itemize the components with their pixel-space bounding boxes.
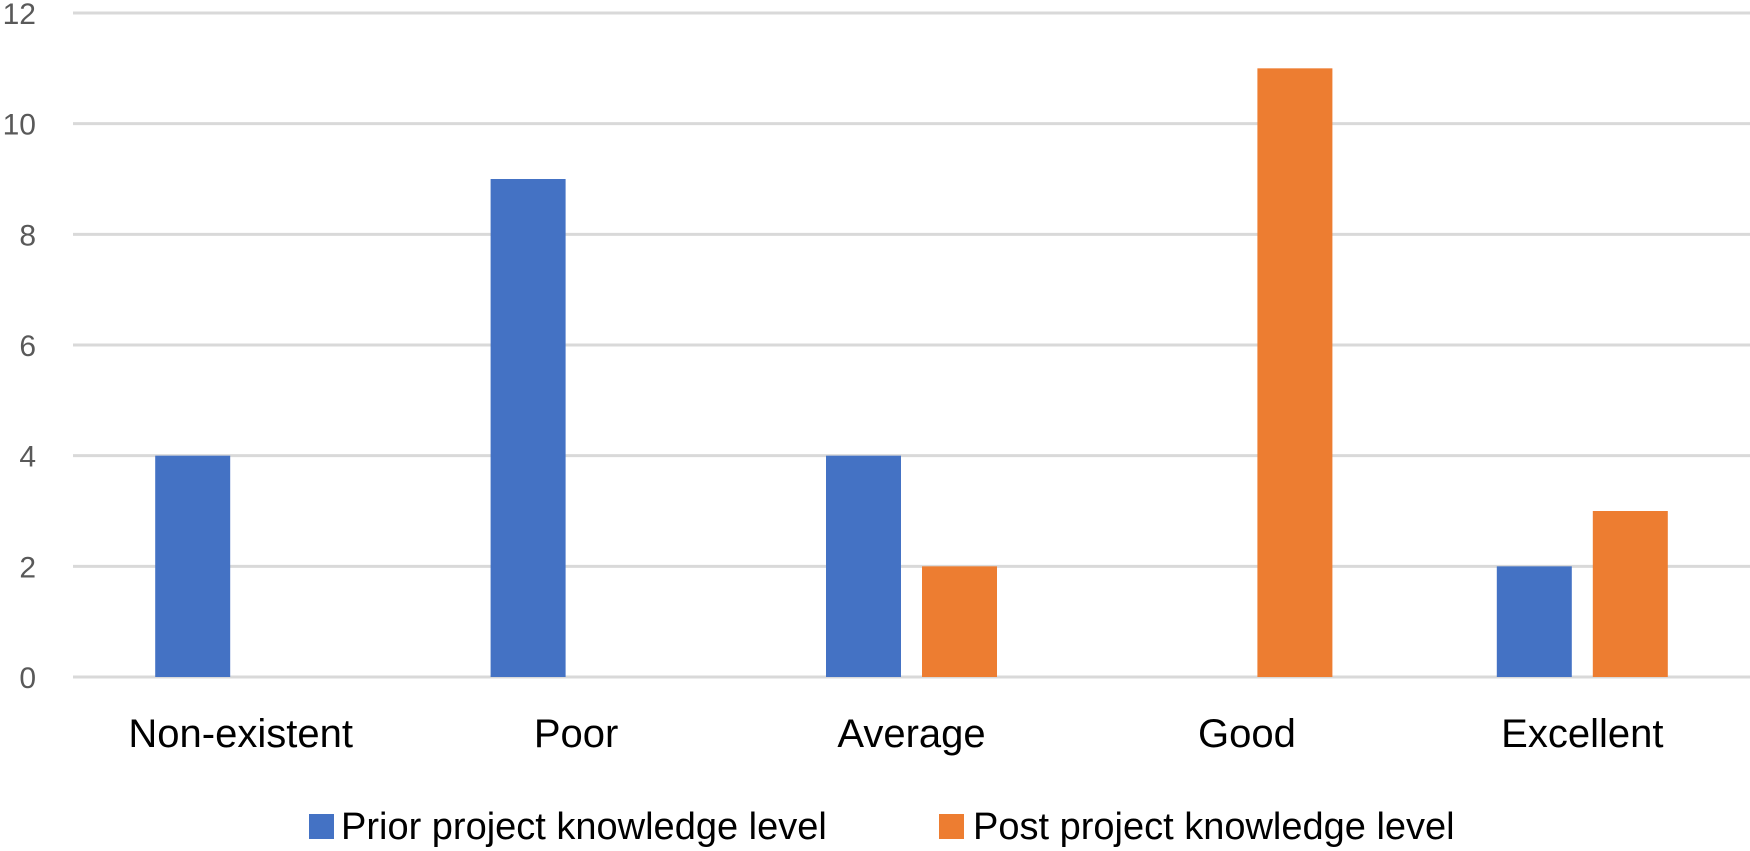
y-tick-label: 10: [3, 109, 36, 142]
x-tick-label: Excellent: [1501, 712, 1663, 756]
gridlines: [73, 11, 1750, 679]
bar-prior-poor: [490, 179, 566, 677]
y-tick-label: 4: [19, 441, 36, 474]
legend-swatch: [309, 814, 334, 839]
legend-label: Post project knowledge level: [973, 806, 1455, 848]
x-tick-label: Poor: [534, 712, 619, 756]
x-tick-label: Good: [1198, 712, 1296, 756]
x-axis-tick-labels: Non-existent Poor Average Good Excellent: [128, 712, 1663, 756]
y-axis-tick-labels: 0 2 4 6 8 10 12: [3, 0, 36, 695]
y-tick-label: 0: [19, 662, 36, 695]
y-tick-label: 8: [19, 219, 36, 252]
bar-post-excellent: [1592, 511, 1668, 677]
legend-swatch: [939, 814, 964, 839]
x-tick-label: Non-existent: [128, 712, 353, 756]
legend: Prior project knowledge level Post projec…: [309, 806, 1455, 848]
y-tick-label: 12: [3, 0, 36, 31]
bars: [155, 68, 1668, 678]
bar-post-average: [922, 566, 997, 677]
y-tick-label: 6: [19, 330, 36, 363]
legend-label: Prior project knowledge level: [341, 806, 827, 848]
bar-prior-average: [826, 455, 901, 677]
y-tick-label: 2: [19, 551, 36, 584]
bar-prior-excellent: [1496, 566, 1572, 677]
bar-post-good: [1257, 68, 1333, 678]
bar-prior-non-existent: [155, 455, 231, 677]
x-tick-label: Average: [837, 712, 985, 756]
